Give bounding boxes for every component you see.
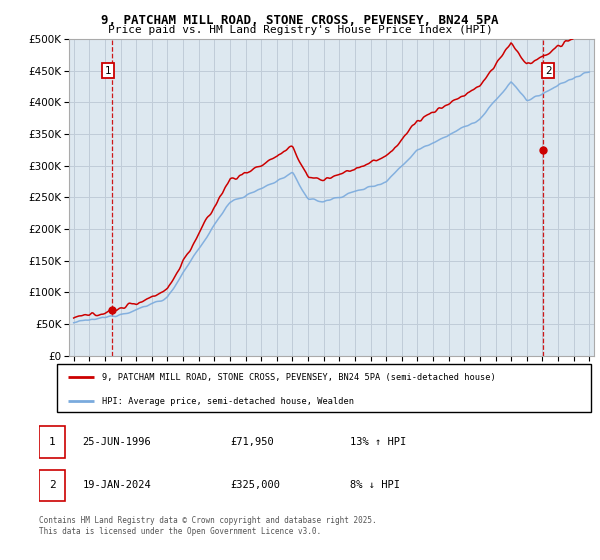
Text: 1: 1 xyxy=(105,66,112,76)
Text: Price paid vs. HM Land Registry's House Price Index (HPI): Price paid vs. HM Land Registry's House … xyxy=(107,25,493,35)
FancyBboxPatch shape xyxy=(39,426,65,458)
Text: 9, PATCHAM MILL ROAD, STONE CROSS, PEVENSEY, BN24 5PA: 9, PATCHAM MILL ROAD, STONE CROSS, PEVEN… xyxy=(101,14,499,27)
FancyBboxPatch shape xyxy=(39,470,65,501)
Text: £325,000: £325,000 xyxy=(230,480,280,491)
Text: 2: 2 xyxy=(49,480,55,491)
Text: Contains HM Land Registry data © Crown copyright and database right 2025.
This d: Contains HM Land Registry data © Crown c… xyxy=(39,516,377,536)
Text: 13% ↑ HPI: 13% ↑ HPI xyxy=(350,437,406,447)
Text: 8% ↓ HPI: 8% ↓ HPI xyxy=(350,480,400,491)
FancyBboxPatch shape xyxy=(57,364,591,412)
Text: 25-JUN-1996: 25-JUN-1996 xyxy=(83,437,151,447)
Text: HPI: Average price, semi-detached house, Wealden: HPI: Average price, semi-detached house,… xyxy=(103,396,355,405)
Text: £71,950: £71,950 xyxy=(230,437,274,447)
Text: 2: 2 xyxy=(545,66,551,76)
Text: 19-JAN-2024: 19-JAN-2024 xyxy=(83,480,151,491)
Text: 1: 1 xyxy=(49,437,55,447)
Text: 9, PATCHAM MILL ROAD, STONE CROSS, PEVENSEY, BN24 5PA (semi-detached house): 9, PATCHAM MILL ROAD, STONE CROSS, PEVEN… xyxy=(103,373,496,382)
